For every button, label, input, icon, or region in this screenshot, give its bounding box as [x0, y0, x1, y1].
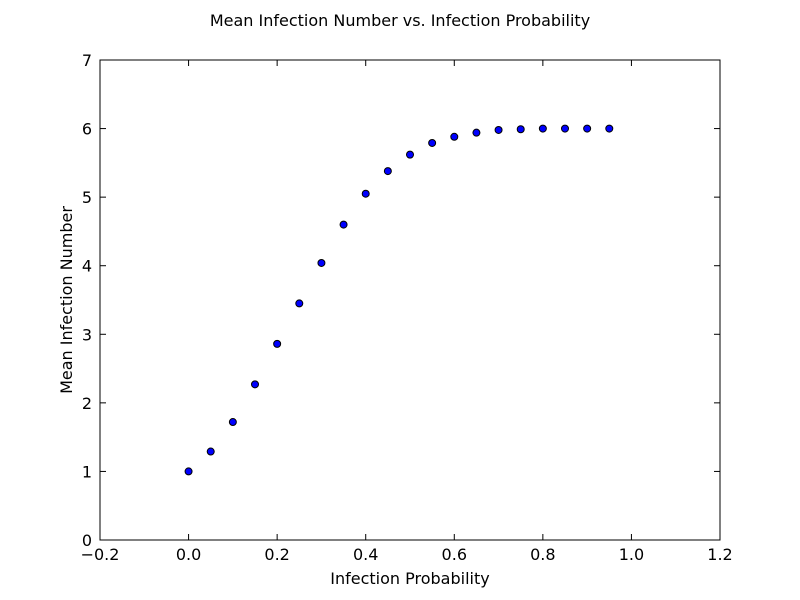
data-points: [184, 124, 614, 476]
data-point: [228, 418, 237, 427]
data-point: [450, 132, 459, 141]
data-point: [538, 124, 547, 133]
x-tick-label: 0.6: [442, 545, 467, 564]
data-point: [339, 220, 348, 229]
data-point: [317, 258, 326, 267]
data-point: [428, 138, 437, 147]
data-point: [561, 124, 569, 133]
x-tick-label: 0.4: [353, 545, 378, 564]
axis-ticks: [99, 59, 721, 541]
data-point: [605, 124, 614, 133]
x-tick-label: 0.8: [530, 545, 555, 564]
y-tick-label: 1: [82, 462, 92, 481]
data-point: [583, 124, 592, 133]
data-point: [361, 189, 370, 198]
data-point: [273, 339, 282, 348]
x-tick-label: 0.0: [176, 545, 201, 564]
data-point: [184, 467, 193, 476]
x-tick-label: −0.2: [81, 545, 120, 564]
y-tick-label: 5: [82, 188, 92, 207]
data-point: [472, 128, 481, 137]
data-point: [516, 125, 525, 134]
y-tick-label: 2: [82, 394, 92, 413]
data-point: [494, 125, 503, 134]
chart-title: Mean Infection Number vs. Infection Prob…: [210, 11, 590, 30]
y-tick-label: 6: [82, 120, 92, 139]
data-point: [406, 150, 414, 159]
y-tick-label: 4: [82, 257, 92, 276]
data-point: [383, 167, 392, 176]
y-tick-label: 3: [82, 325, 92, 344]
x-tick-label: 1.0: [619, 545, 644, 564]
data-point: [251, 380, 259, 389]
y-tick-label: 7: [82, 51, 92, 70]
data-point: [295, 299, 304, 308]
y-tick-label: 0: [82, 531, 92, 550]
x-tick-label: 1.2: [707, 545, 732, 564]
x-tick-label: 0.2: [264, 545, 289, 564]
y-axis-label: Mean Infection Number: [57, 206, 76, 394]
x-axis-label: Infection Probability: [330, 569, 489, 588]
plot-frame: [99, 59, 721, 541]
data-point: [206, 447, 215, 456]
tick-labels: −0.2 0.0 0.2 0.4 0.6 0.8 1.0 1.2 0 1 2 3 4 5 6 7: [81, 51, 733, 564]
